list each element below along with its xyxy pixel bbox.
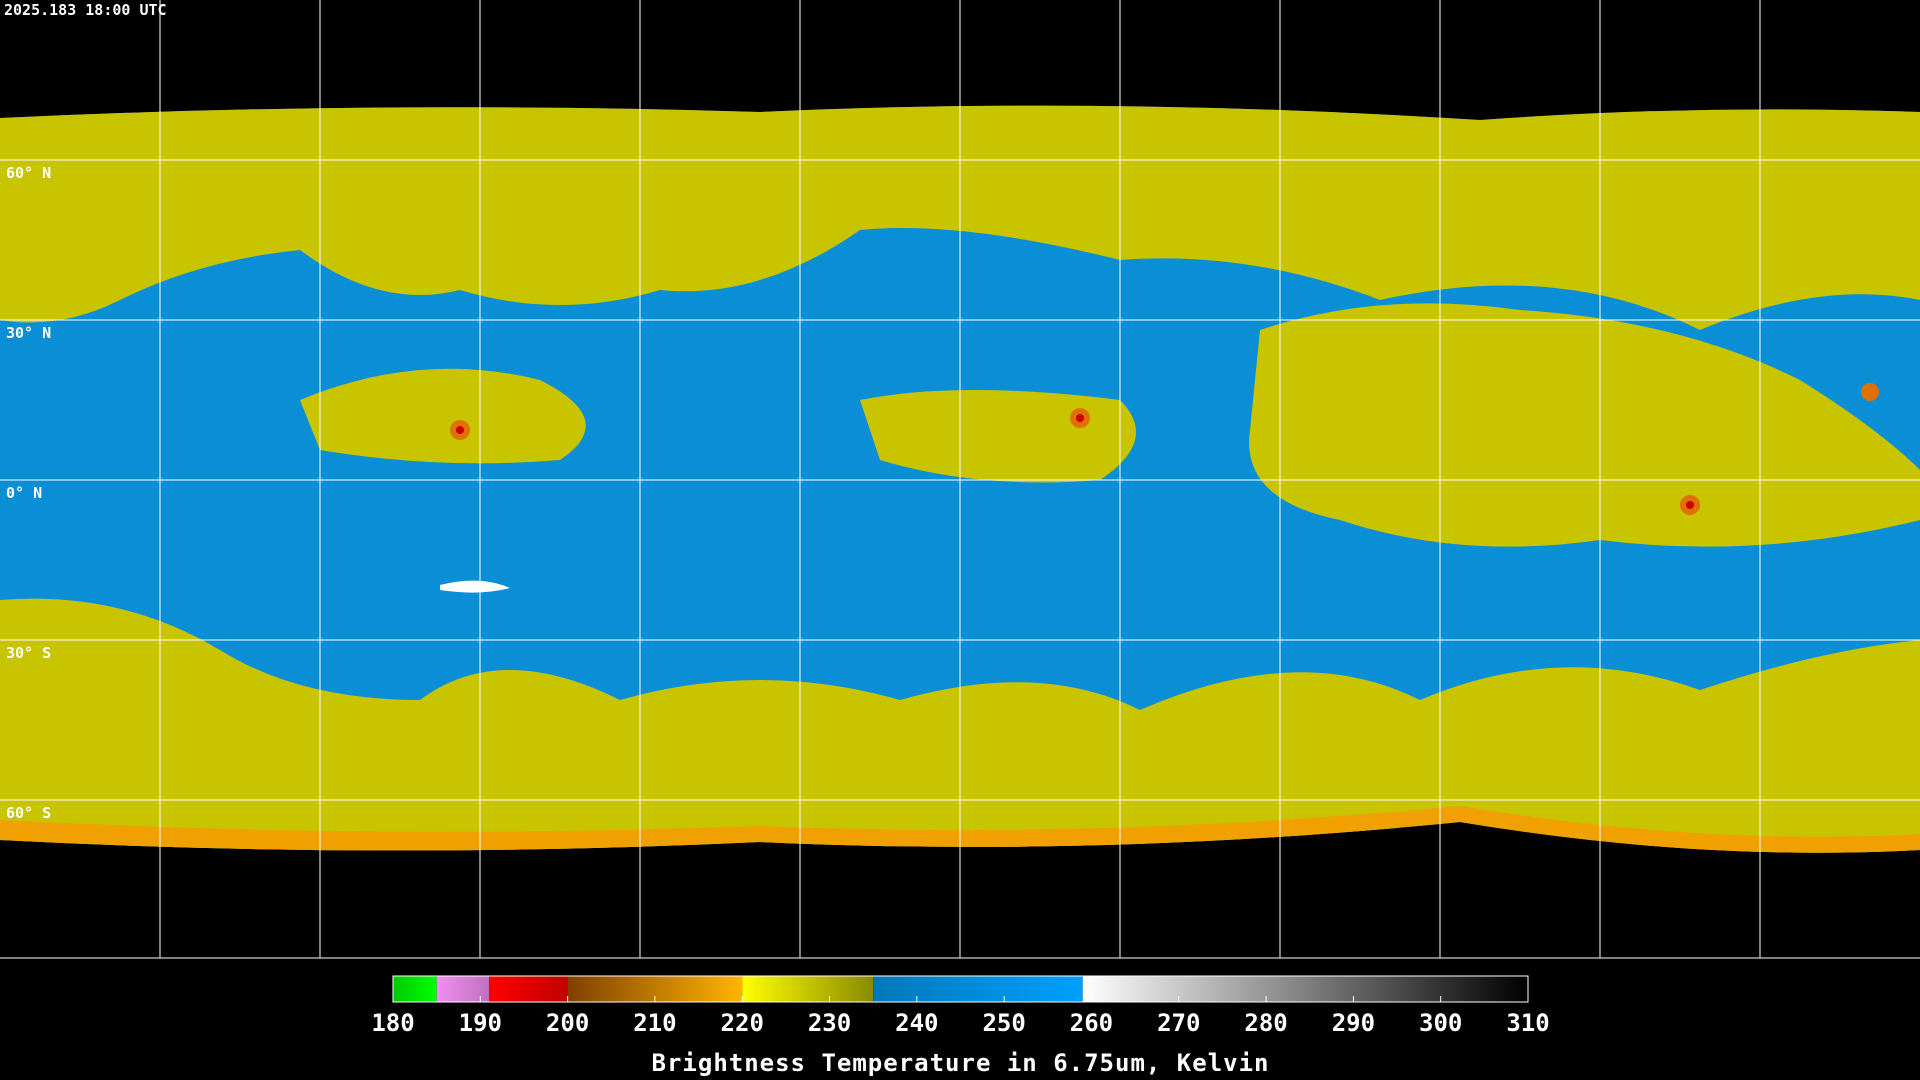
colorbar-tick-label: 260 (1070, 1009, 1113, 1037)
colorbar-segment (436, 976, 490, 1002)
map (0, 0, 1920, 959)
latitude-label: 30° S (6, 644, 51, 662)
colorbar-tick-label: 230 (808, 1009, 851, 1037)
tropical-moisture-america (300, 368, 586, 464)
deep-convection (456, 414, 1694, 509)
dry-slot (440, 580, 510, 593)
tropical-moisture-africa (860, 390, 1136, 483)
colorbar-tick-label: 220 (721, 1009, 764, 1037)
colorbar-tick-label: 180 (371, 1009, 414, 1037)
graticule (0, 0, 1920, 958)
colorbar-title: Brightness Temperature in 6.75um, Kelvin (652, 1049, 1270, 1077)
colorbar-tick-label: 280 (1244, 1009, 1287, 1037)
colorbar-segment (1082, 976, 1528, 1002)
colorbar-tick-label: 310 (1506, 1009, 1549, 1037)
colorbar-tick-label: 190 (459, 1009, 502, 1037)
latitude-label: 60° S (6, 804, 51, 822)
tropical-moisture-asia (1249, 303, 1920, 547)
colorbar-segment (873, 976, 1083, 1002)
timestamp: 2025.183 18:00 UTC (4, 1, 167, 19)
colorbar: 180 190 200 210 220 230 240 250 260 270 280 290 300 3… (371, 975, 1550, 1077)
colorbar-frame (392, 975, 1529, 1003)
colorbar-segment (489, 976, 568, 1002)
latitude-label: 0° N (6, 484, 42, 502)
colorbar-tick-label: 270 (1157, 1009, 1200, 1037)
colorbar-tick-label: 210 (633, 1009, 676, 1037)
colorbar-tick-label: 250 (982, 1009, 1025, 1037)
colorbar-segment (393, 976, 437, 1002)
latitude-label: 30° N (6, 324, 51, 342)
latitude-label: 60° N (6, 164, 51, 182)
colorbar-tick-label: 290 (1332, 1009, 1375, 1037)
colorbar-segment (742, 976, 874, 1002)
colorbar-tick-label: 300 (1419, 1009, 1462, 1037)
colorbar-tick-label: 200 (546, 1009, 589, 1037)
colorbar-tick-label: 240 (895, 1009, 938, 1037)
